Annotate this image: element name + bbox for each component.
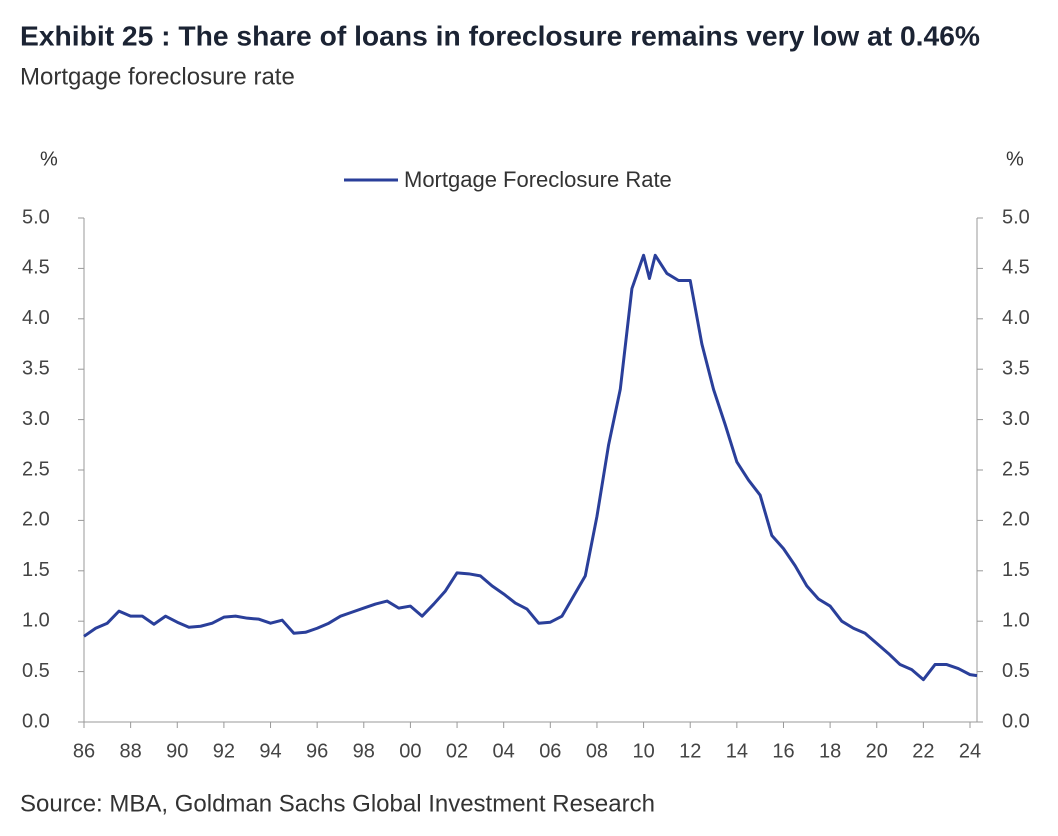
y-tick-label: 1.0 bbox=[22, 609, 50, 631]
x-tick-label: 18 bbox=[819, 740, 841, 762]
x-tick-label: 92 bbox=[213, 740, 235, 762]
x-tick-label: 16 bbox=[772, 740, 794, 762]
x-tick-label: 20 bbox=[866, 740, 888, 762]
y-tick-label: 2.5 bbox=[22, 458, 50, 480]
y-tick-label: 4.0 bbox=[22, 307, 50, 329]
y-axis-label: % bbox=[40, 148, 58, 170]
x-tick-label: 22 bbox=[912, 740, 934, 762]
x-tick-label: 88 bbox=[120, 740, 142, 762]
y2-tick-label: 1.0 bbox=[1002, 609, 1030, 631]
x-tick-label: 04 bbox=[493, 740, 515, 762]
source-note: Source: MBA, Goldman Sachs Global Invest… bbox=[20, 790, 655, 817]
y2-tick-label: 2.5 bbox=[1002, 458, 1030, 480]
x-tick-label: 00 bbox=[399, 740, 421, 762]
y-tick-label: 1.5 bbox=[22, 559, 50, 581]
x-tick-label: 94 bbox=[259, 740, 281, 762]
data-line bbox=[83, 253, 978, 682]
x-tick-label: 90 bbox=[166, 740, 188, 762]
y2-tick-label: 0.0 bbox=[1002, 710, 1030, 732]
y-tick-label: 3.0 bbox=[22, 408, 50, 430]
y2-tick-label: 2.0 bbox=[1002, 509, 1030, 531]
x-tick-label: 02 bbox=[446, 740, 468, 762]
y-tick-label: 4.5 bbox=[22, 257, 50, 279]
y-tick-label: 0.5 bbox=[22, 660, 50, 682]
y2-axis-label: % bbox=[1006, 148, 1024, 170]
y2-tick-label: 3.5 bbox=[1002, 357, 1030, 379]
x-tick-label: 12 bbox=[679, 740, 701, 762]
y2-tick-label: 1.5 bbox=[1002, 559, 1030, 581]
x-tick-label: 86 bbox=[73, 740, 95, 762]
x-tick-label: 10 bbox=[632, 740, 654, 762]
y2-tick-label: 3.0 bbox=[1002, 408, 1030, 430]
chart-subtitle: Mortgage foreclosure rate bbox=[20, 63, 295, 90]
x-tick-label: 98 bbox=[353, 740, 375, 762]
y-tick-label: 2.0 bbox=[22, 509, 50, 531]
x-tick-label: 06 bbox=[539, 740, 561, 762]
x-tick-label: 08 bbox=[586, 740, 608, 762]
x-tick-label: 24 bbox=[959, 740, 981, 762]
y2-tick-label: 0.5 bbox=[1002, 660, 1030, 682]
y2-tick-label: 5.0 bbox=[1002, 206, 1030, 228]
chart-title: Exhibit 25 : The share of loans in forec… bbox=[20, 20, 980, 51]
y2-tick-label: 4.5 bbox=[1002, 257, 1030, 279]
x-tick-label: 96 bbox=[306, 740, 328, 762]
y-tick-label: 0.0 bbox=[22, 710, 50, 732]
y-tick-label: 3.5 bbox=[22, 357, 50, 379]
y2-tick-label: 4.0 bbox=[1002, 307, 1030, 329]
legend-label: Mortgage Foreclosure Rate bbox=[404, 167, 672, 192]
y-tick-label: 5.0 bbox=[22, 206, 50, 228]
x-tick-label: 14 bbox=[726, 740, 748, 762]
